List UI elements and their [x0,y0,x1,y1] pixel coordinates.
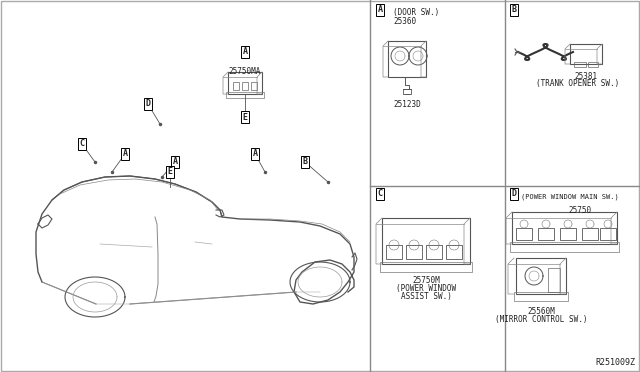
Bar [388,41,426,77]
Bar [548,268,560,292]
Text: A: A [173,157,177,167]
Text: 25360: 25360 [393,17,416,26]
Bar [251,82,257,90]
Text: 25750: 25750 [568,206,591,215]
Text: B: B [511,6,516,15]
Text: A: A [243,48,248,57]
Bar [582,228,598,240]
Text: C: C [378,189,383,199]
Bar [510,242,619,252]
Bar [588,62,598,67]
Bar [233,82,239,90]
Text: 25381: 25381 [575,72,598,81]
Bar [228,72,262,94]
Text: (POWER WINDOW MAIN SW.): (POWER WINDOW MAIN SW.) [521,194,619,201]
Bar [386,245,402,259]
Text: 25560M: 25560M [527,307,555,316]
Bar [516,228,532,240]
Text: C: C [79,140,84,148]
Bar [242,82,248,90]
Bar [380,262,472,272]
Text: (POWER WINDOW: (POWER WINDOW [396,284,456,293]
Text: D: D [145,99,150,109]
Bar [560,228,576,240]
Text: E: E [243,112,248,122]
Text: E: E [168,167,173,176]
Text: A: A [253,150,257,158]
Text: B: B [303,157,307,167]
Text: (TRANK OPENER SW.): (TRANK OPENER SW.) [536,79,620,88]
Bar [570,44,602,64]
Bar [514,292,568,301]
Bar [406,245,422,259]
Bar [512,212,617,244]
Text: R251009Z: R251009Z [595,358,635,367]
Text: A: A [122,150,127,158]
Text: 25123D: 25123D [393,100,421,109]
Bar [538,228,554,240]
Bar [426,245,442,259]
Bar [446,245,462,259]
Text: ASSIST SW.): ASSIST SW.) [401,292,451,301]
Text: (DOOR SW.): (DOOR SW.) [393,7,439,16]
Bar [600,228,616,240]
Text: (MIRROR CONTROL SW.): (MIRROR CONTROL SW.) [495,315,588,324]
Text: A: A [378,6,383,15]
Text: D: D [511,189,516,199]
Bar [516,258,566,294]
Bar [382,218,470,264]
Text: 25750M: 25750M [412,276,440,285]
Bar [574,62,586,67]
Text: 25750MA: 25750MA [229,67,261,76]
Bar [226,92,264,98]
